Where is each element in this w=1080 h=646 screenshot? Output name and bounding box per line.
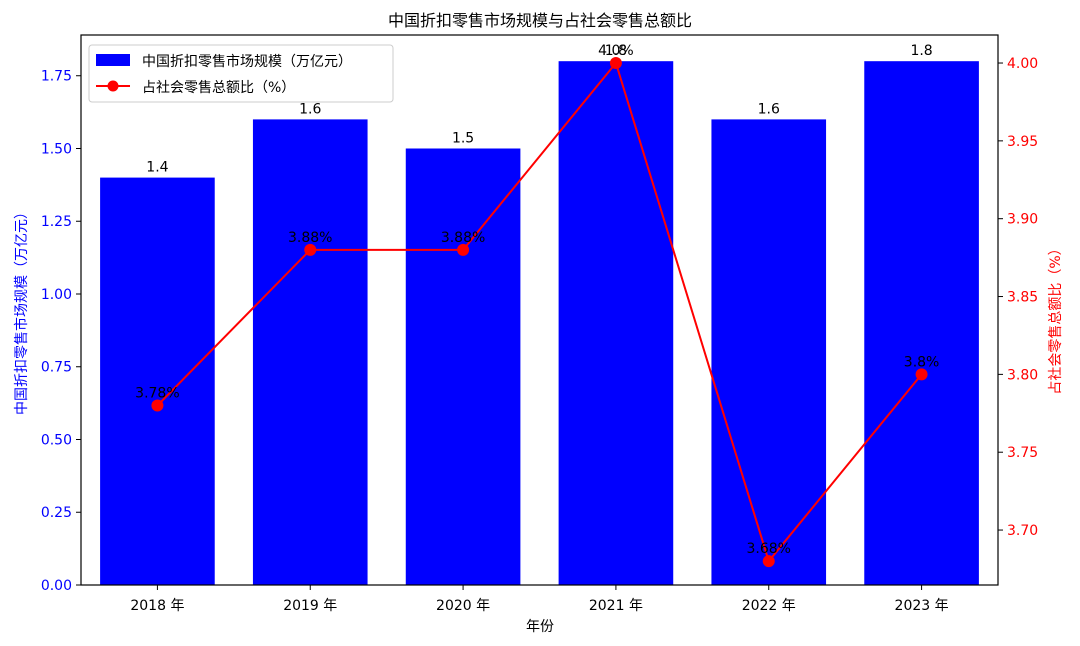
line-marker — [762, 555, 775, 568]
bar — [711, 119, 827, 585]
right-tick-label: 3.80 — [1007, 367, 1038, 383]
bar — [100, 177, 215, 585]
line-series — [151, 57, 928, 568]
right-tick-label: 3.90 — [1007, 212, 1038, 228]
line-marker — [457, 243, 470, 256]
left-tick-label: 1.25 — [41, 214, 72, 230]
line-value-label: 3.8% — [904, 354, 940, 370]
x-tick-label: 2019 年 — [283, 598, 337, 614]
x-axis-label: 年份 — [526, 619, 554, 635]
left-tick-label: 0.25 — [41, 505, 72, 521]
line-value-label: 3.88% — [288, 230, 332, 246]
right-tick-label: 3.95 — [1007, 134, 1038, 150]
line-value-label: 3.88% — [441, 230, 485, 246]
line-marker — [151, 399, 164, 412]
line-value-label: 3.68% — [747, 541, 791, 557]
chart-title: 中国折扣零售市场规模与占社会零售总额比 — [388, 11, 692, 30]
left-tick-label: 1.50 — [41, 141, 72, 157]
bar — [864, 61, 979, 585]
bar-value-label: 1.4 — [146, 160, 168, 176]
legend-line-label: 占社会零售总额比（%） — [142, 80, 295, 96]
legend-box — [88, 44, 394, 103]
bar-value-label: 1.6 — [299, 101, 321, 117]
bar — [405, 148, 521, 585]
plot-frame — [80, 34, 999, 586]
right-y-axis-label: 占社会零售总额比（%） — [1048, 241, 1064, 394]
x-tick-label: 2023 年 — [895, 598, 949, 614]
left-y-axis-label: 中国折扣零售市场规模（万亿元） — [13, 205, 30, 415]
legend-marker-icon — [107, 80, 119, 92]
legend-bar-swatch — [96, 54, 130, 66]
line-value-labels: 3.78% 3.88% 3.88% 4.0% 3.68% 3.8% — [135, 43, 939, 557]
right-tick-label: 3.85 — [1007, 290, 1038, 306]
line-path — [156, 60, 923, 564]
bar-value-label: 1.8 — [910, 43, 932, 59]
line-marker — [609, 57, 622, 70]
line-marker — [304, 243, 317, 256]
left-tick-label: 0.00 — [41, 578, 72, 594]
right-y-axis: 3.70 3.75 3.80 3.85 3.90 3.95 4.00 — [998, 56, 1038, 539]
x-tick-label: 2020 年 — [436, 598, 490, 614]
bar — [252, 119, 368, 585]
line-value-label: 3.78% — [135, 386, 179, 402]
left-tick-label: 0.50 — [41, 432, 72, 448]
right-tick-label: 3.75 — [1007, 445, 1038, 461]
x-tick-label: 2021 年 — [589, 598, 643, 614]
left-y-axis: 0.00 0.25 0.50 0.75 1.00 1.25 1.50 1.75 — [41, 69, 81, 594]
bar — [558, 61, 674, 585]
x-axis: 2018 年 2019 年 2020 年 2021 年 2022 年 2023 年 — [130, 585, 949, 614]
left-tick-label: 1.75 — [41, 69, 72, 85]
bar-value-label: 1.8 — [605, 43, 627, 59]
right-tick-label: 4.00 — [1007, 56, 1038, 72]
legend: 中国折扣零售市场规模（万亿元） 占社会零售总额比（%） — [88, 44, 394, 103]
x-tick-label: 2018 年 — [130, 598, 184, 614]
bar-series — [100, 61, 979, 585]
bar-value-label: 1.6 — [758, 101, 780, 117]
line-marker — [915, 368, 928, 381]
left-tick-label: 1.00 — [41, 287, 72, 303]
bar-value-labels: 1.4 1.6 1.5 1.8 1.6 1.8 — [146, 43, 932, 175]
right-tick-label: 3.70 — [1007, 523, 1038, 539]
legend-bar-label: 中国折扣零售市场规模（万亿元） — [142, 53, 352, 70]
bar-value-label: 1.5 — [452, 130, 474, 146]
x-tick-label: 2022 年 — [742, 598, 796, 614]
left-tick-label: 0.75 — [41, 360, 72, 376]
line-value-label: 4.0% — [598, 43, 634, 59]
